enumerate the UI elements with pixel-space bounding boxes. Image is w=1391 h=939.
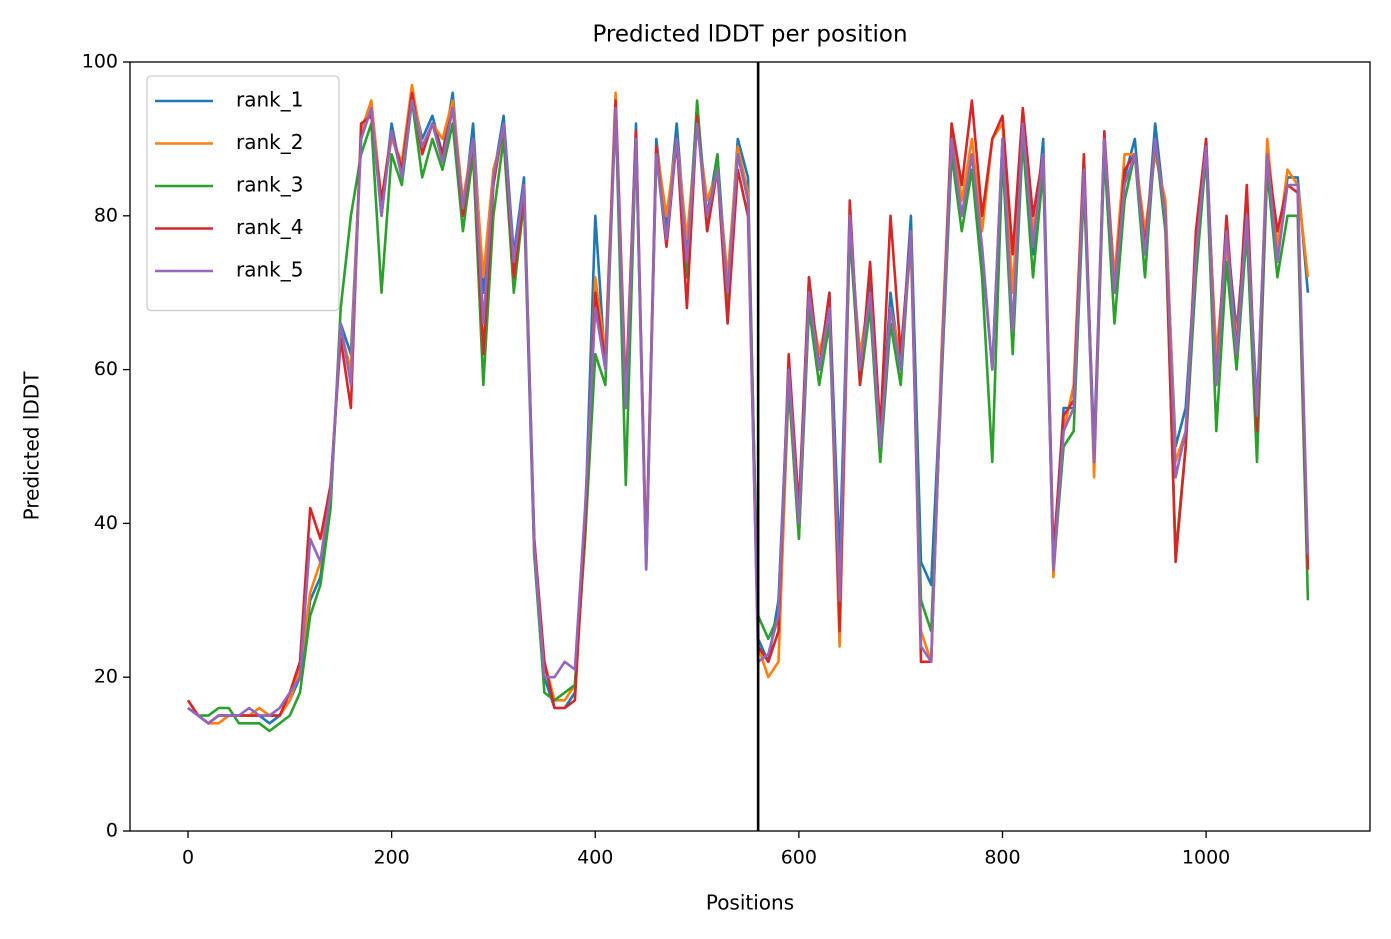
legend-label: rank_3 xyxy=(236,173,303,197)
y-tick-label: 20 xyxy=(94,666,118,688)
x-tick-label: 1000 xyxy=(1182,847,1230,869)
legend-box xyxy=(146,75,340,312)
series-line xyxy=(187,99,1310,725)
x-tick-label: 600 xyxy=(781,847,817,869)
legend-label: rank_1 xyxy=(236,88,303,112)
legend-label: rank_2 xyxy=(236,130,303,154)
x-tick-label: 0 xyxy=(182,847,194,869)
axes: 0 200 400 600 800 1000 0 20 40 60 80 100 xyxy=(82,51,1371,869)
y-tick-label: 0 xyxy=(106,820,118,842)
y-axis-label: Predicted lDDT xyxy=(20,371,44,521)
x-tick-label: 800 xyxy=(984,847,1020,869)
legend-label: rank_4 xyxy=(236,215,303,239)
axes-frame xyxy=(129,61,1371,832)
x-axis-label: Positions xyxy=(706,891,794,915)
x-tick-label: 400 xyxy=(577,847,613,869)
y-tick-label: 60 xyxy=(94,358,118,380)
legend: rank_1 rank_2 rank_3 rank_4 rank_5 xyxy=(146,75,340,312)
chart-title: Predicted lDDT per position xyxy=(592,22,907,48)
plot-area xyxy=(186,62,1310,831)
x-tick-label: 200 xyxy=(374,847,410,869)
y-tick-label: 100 xyxy=(82,51,118,73)
legend-label: rank_5 xyxy=(236,258,303,282)
y-tick-label: 40 xyxy=(94,512,118,534)
y-tick-label: 80 xyxy=(94,204,118,226)
